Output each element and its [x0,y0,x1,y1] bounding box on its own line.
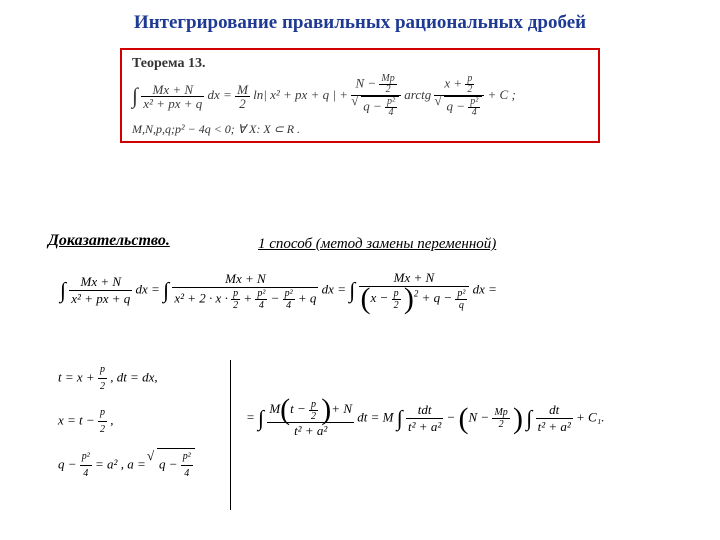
method-label: 1 способ (метод замены переменной) [258,236,496,253]
theorem-condition: M,N,p,q;p² − 4q < 0; ∀ X: X ⊂ R . [132,122,588,137]
theorem-label: Теорема 13. [132,56,588,72]
page-title: Интегрирование правильных рациональных д… [0,12,720,34]
substitution-block: t = x + p2 , dt = dx, x = t − p2 , q − p… [58,362,195,482]
theorem-box: Теорема 13. ∫ Mx + Nx² + px + q dx = M2 … [120,48,600,143]
equation-line-2: = ∫ M(t − p2 )+ N t² + a² dt = M ∫ tdtt²… [246,398,604,439]
proof-label: Доказательство. [48,232,170,250]
equation-line-1: ∫ Mx + Nx² + px + q dx = ∫ Mx + N x² + 2… [60,270,497,311]
theorem-formula: ∫ Mx + Nx² + px + q dx = M2 ln| x² + px … [132,74,588,118]
vertical-divider [230,360,231,510]
